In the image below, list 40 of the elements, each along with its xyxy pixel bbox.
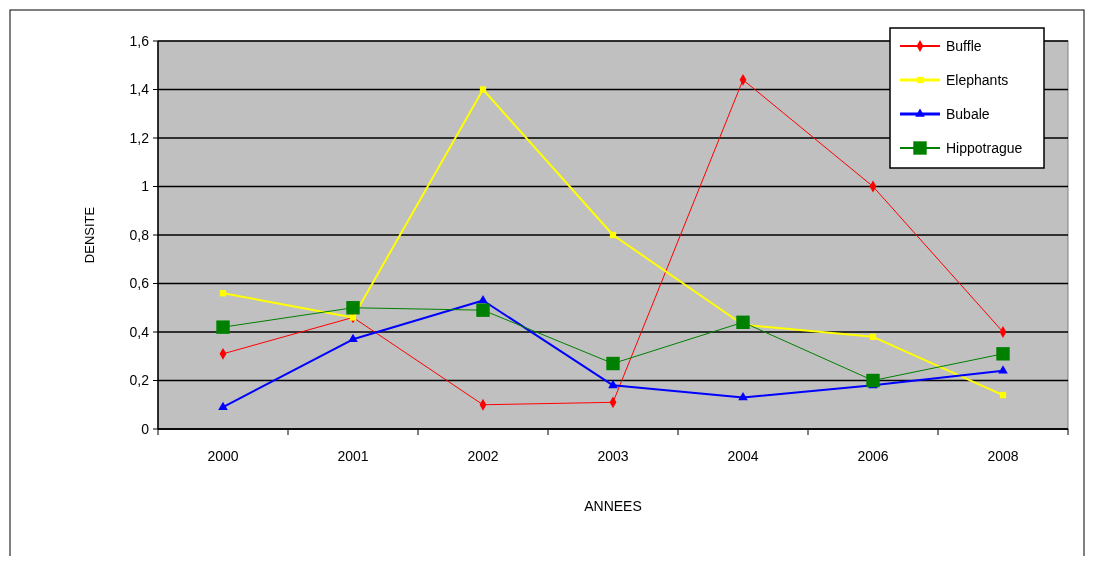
y-tick-label: 0,2 — [129, 372, 150, 389]
y-tick-label: 1 — [141, 178, 150, 195]
y-tick-label: 0,4 — [129, 323, 150, 340]
x-tick-label: 2001 — [337, 448, 369, 464]
point — [608, 379, 618, 389]
x-tick-label: 2008 — [987, 448, 1019, 464]
point — [216, 320, 230, 334]
legend-label: Bubale — [946, 105, 990, 122]
point — [738, 391, 748, 401]
point — [479, 86, 487, 93]
point — [869, 333, 877, 341]
x-tick-label: 2000 — [207, 448, 239, 464]
point — [476, 303, 490, 317]
y-tick-label: 0,6 — [129, 275, 150, 292]
x-tick-label: 2003 — [597, 448, 629, 464]
legend-label: Hippotrague — [946, 139, 1023, 156]
point — [478, 294, 488, 304]
x-axis-title: ANNEES — [584, 498, 642, 514]
x-tick-label: 2006 — [857, 448, 889, 464]
y-tick-label: 0,8 — [129, 226, 150, 243]
y-tick-label: 1,4 — [129, 81, 150, 98]
y-axis-title: DENSITE — [82, 206, 97, 264]
point — [999, 391, 1007, 399]
point — [218, 401, 228, 410]
point — [866, 373, 880, 388]
legend-label: Elephants — [946, 71, 1009, 88]
x-tick-label: 2004 — [727, 448, 759, 464]
point — [996, 347, 1010, 361]
x-tick-label: 2002 — [467, 448, 499, 464]
point — [346, 301, 360, 315]
legend-label: Buffle — [946, 37, 982, 54]
point — [736, 315, 750, 330]
y-tick-label: 1,6 — [129, 32, 150, 49]
point — [606, 356, 620, 371]
point — [609, 231, 617, 239]
y-tick-label: 1,2 — [129, 129, 150, 146]
point — [998, 365, 1008, 374]
point — [219, 290, 227, 297]
y-tick-label: 0 — [141, 420, 150, 437]
point — [348, 333, 358, 343]
